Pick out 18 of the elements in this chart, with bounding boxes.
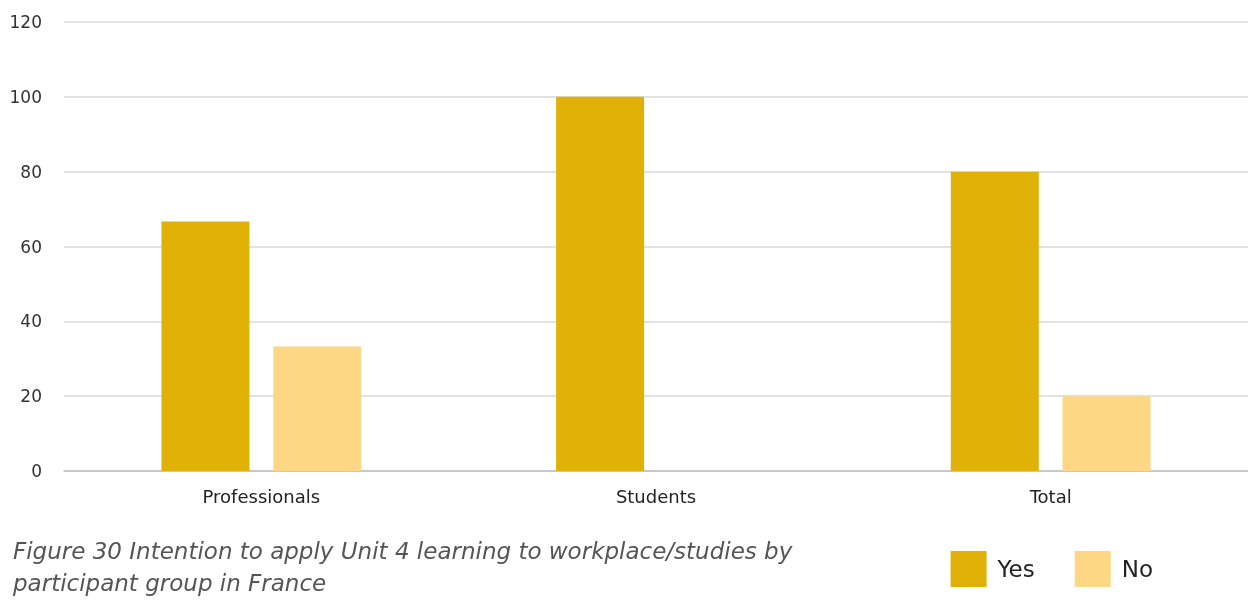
- bar: [556, 96, 645, 471]
- y-tick-label: 100: [9, 86, 42, 107]
- text: Figure 30 Intention to apply Unit 4 learning to workplace/studies by participant group in France: [12, 538, 800, 596]
- bar: [1062, 396, 1151, 471]
- legend-label: Yes: [996, 556, 1035, 582]
- y-tick-label: 80: [20, 161, 42, 182]
- bar: [950, 171, 1039, 471]
- y-tick-label: 0: [31, 461, 42, 481]
- y-tick-label: 40: [20, 311, 42, 332]
- x-tick-label: Professionals: [202, 485, 321, 507]
- y-tick-label: 20: [20, 386, 42, 407]
- y-tick-label: 60: [20, 236, 42, 257]
- x-tick-label: Students: [615, 485, 697, 507]
- bar: [161, 221, 250, 471]
- legend-label: No: [1121, 556, 1153, 582]
- x-tick-label: Total: [1028, 485, 1072, 507]
- y-tick-label: 120: [9, 12, 42, 32]
- bar: [273, 346, 362, 471]
